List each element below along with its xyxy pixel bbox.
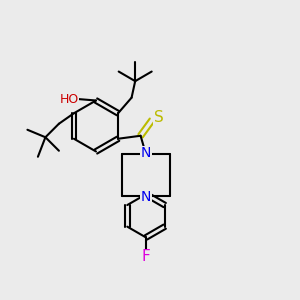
Text: N: N	[141, 190, 151, 204]
Text: HO: HO	[59, 92, 79, 106]
Text: N: N	[141, 146, 151, 161]
Text: F: F	[142, 250, 150, 265]
Text: S: S	[154, 110, 164, 125]
